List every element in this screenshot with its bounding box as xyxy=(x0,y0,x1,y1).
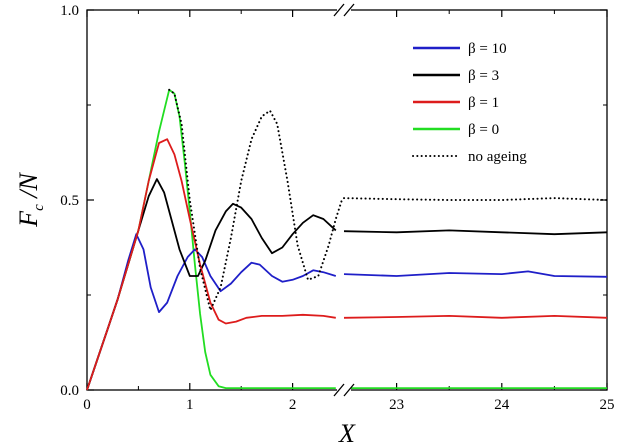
series-line-tail--10 xyxy=(343,270,608,278)
legend-label--10: β = 10 xyxy=(468,41,507,57)
legend: β = 10 β = 3 β = 1 β = 0 no ageing xyxy=(412,41,527,165)
axis-break-top xyxy=(333,3,355,17)
axis-break-bottom xyxy=(333,383,355,397)
series-layer xyxy=(86,88,608,391)
y-tick-label-0: 0.0 xyxy=(60,383,79,399)
series-line--10 xyxy=(86,233,337,391)
legend-label--3: β = 3 xyxy=(468,68,499,84)
series-line--3 xyxy=(86,178,337,391)
x-tick-label-right-2: 25 xyxy=(600,397,615,413)
series-line-tail--3 xyxy=(343,229,608,236)
axis-ticks: 0 1 2 23 24 25 0.0 0.5 1.0 xyxy=(60,3,614,413)
x-axis-title: X xyxy=(338,419,356,446)
x-tick-label-left-1: 1 xyxy=(186,397,194,413)
x-tick-label-left-0: 0 xyxy=(83,397,91,413)
x-tick-label-right-1: 24 xyxy=(494,397,510,413)
series-line--1 xyxy=(86,138,336,391)
legend-label--1: β = 1 xyxy=(468,95,499,111)
y-axis-title-sub: c xyxy=(31,204,47,211)
series-line-tail-no-ageing xyxy=(343,197,608,201)
y-axis-title: Fc /N xyxy=(14,172,47,228)
svg-text:Fc /N: Fc /N xyxy=(14,172,47,228)
x-tick-label-right-0: 23 xyxy=(389,397,404,413)
legend-label--0: β = 0 xyxy=(468,122,499,138)
y-axis-title-rest: /N xyxy=(14,172,43,205)
y-tick-label-1: 0.5 xyxy=(60,193,79,209)
x-tick-label-left-2: 2 xyxy=(289,397,297,413)
y-axis-title-main: F xyxy=(14,210,43,228)
y-tick-label-2: 1.0 xyxy=(60,3,79,19)
series-line-no-ageing xyxy=(168,88,343,312)
series-line-tail--1 xyxy=(343,315,608,319)
legend-label-no-ageing: no ageing xyxy=(468,149,527,165)
